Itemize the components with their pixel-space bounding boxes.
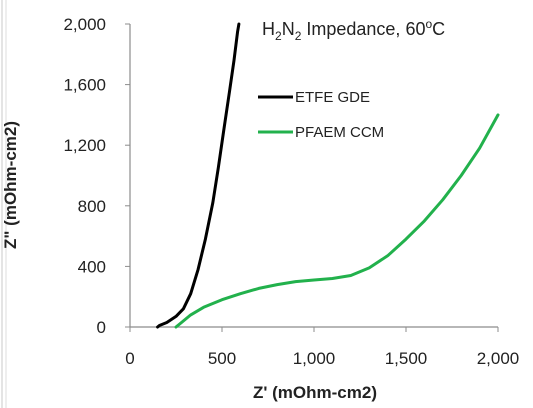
chart-title-part: o — [425, 17, 432, 31]
y-tick-label: 400 — [78, 257, 106, 276]
y-axis-title: Z" (mOhm-cm2) — [1, 121, 20, 249]
y-tick-label: 0 — [97, 318, 106, 337]
x-tick-label: 2,000 — [477, 349, 520, 368]
y-tick-label: 800 — [78, 197, 106, 216]
chart-title-part: N — [282, 19, 295, 39]
chart-title-part: 2 — [275, 29, 282, 43]
y-tick-label: 1,600 — [63, 76, 106, 95]
chart-title: H2N2 Impedance, 60oC — [262, 17, 445, 43]
y-tick-label: 1,200 — [63, 136, 106, 155]
chart-title-part: C — [432, 19, 445, 39]
series-layer — [156, 22, 500, 329]
x-axis-title: Z' (mOhm-cm2) — [253, 383, 377, 402]
y-ticks: 0 400 800 1,200 1,600 2,000 — [63, 15, 130, 337]
x-tick-label: 1,500 — [385, 349, 428, 368]
legend-label-etfe-gde: ETFE GDE — [295, 89, 370, 106]
legend: ETFE GDE PFAEM CCM — [258, 89, 384, 141]
chart-title-part: 2 — [295, 29, 302, 43]
legend-label-pfaem-ccm: PFAEM CCM — [295, 124, 384, 141]
y-tick-label: 2,000 — [63, 15, 106, 34]
series-line-pfaem-ccm — [174, 113, 500, 329]
x-tick-label: 500 — [208, 349, 236, 368]
x-tick-label: 1,000 — [293, 349, 336, 368]
x-tick-label: 0 — [125, 349, 134, 368]
x-ticks: 0 500 1,000 1,500 2,000 — [125, 327, 519, 368]
series-line-etfe-gde — [156, 22, 241, 329]
chart-title-part: Impedance, 60 — [301, 19, 425, 39]
chart-title-part: H — [262, 19, 275, 39]
